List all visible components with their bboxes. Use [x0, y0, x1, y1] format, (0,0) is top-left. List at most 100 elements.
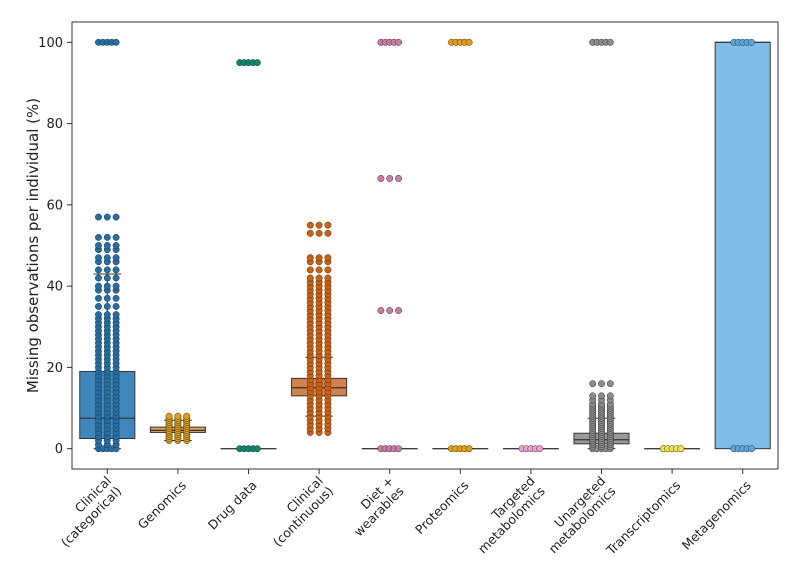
data-point — [253, 445, 261, 453]
plot-frame — [71, 21, 779, 470]
data-point — [315, 266, 323, 274]
data-point — [95, 303, 102, 310]
y-axis: 0 20 40 60 80 100 — [38, 36, 72, 457]
y-tick-label: 20 — [46, 361, 63, 376]
data-point — [324, 229, 332, 237]
data-point — [95, 274, 102, 282]
x-tick-label: Diet +wearables — [341, 473, 407, 539]
data-point — [103, 266, 111, 274]
data-point — [606, 380, 614, 388]
data-point — [589, 380, 597, 388]
data-point — [377, 175, 385, 182]
data-point — [306, 274, 314, 282]
data-point — [112, 233, 120, 241]
data-point — [103, 274, 111, 282]
data-point — [112, 311, 120, 319]
data-point — [315, 254, 323, 262]
data-point — [183, 412, 191, 420]
x-tick-label: Drug data — [205, 478, 260, 533]
x-tick-label: Clinical(categorical) — [48, 473, 125, 550]
data-point — [377, 307, 385, 314]
data-point — [324, 254, 332, 262]
data-point — [465, 38, 473, 46]
data-point — [103, 242, 111, 249]
x-tick-label-line: Genomics — [135, 478, 189, 532]
x-axis: Clinical(categorical) Genomics Drug data Cl… — [48, 469, 754, 559]
x-tick-label-line: Proteomics — [412, 478, 471, 537]
data-point — [112, 242, 120, 249]
data-point — [598, 392, 605, 400]
data-point — [677, 445, 685, 453]
data-point — [112, 266, 120, 274]
data-point — [112, 294, 120, 302]
data-point — [95, 233, 102, 241]
data-point — [315, 229, 323, 237]
y-axis-title: Missing observations per individual (%) — [24, 98, 42, 393]
data-point — [112, 282, 120, 290]
data-point — [465, 445, 473, 453]
y-tick-label: 100 — [38, 36, 63, 51]
data-point — [606, 38, 614, 46]
x-tick-label: Transcriptomics — [603, 478, 684, 559]
data-point — [748, 38, 755, 46]
data-point — [324, 266, 332, 274]
y-tick-label: 40 — [46, 280, 63, 295]
data-point — [95, 266, 102, 274]
data-point — [386, 307, 394, 314]
data-point — [306, 254, 314, 262]
data-point — [174, 412, 182, 420]
data-point — [386, 175, 394, 182]
data-point — [324, 221, 332, 229]
data-point — [748, 445, 755, 453]
data-point — [95, 294, 102, 302]
category-group — [502, 445, 559, 453]
data-point — [306, 221, 314, 229]
data-point — [598, 380, 605, 388]
data-point — [95, 242, 102, 249]
data-point — [315, 221, 323, 229]
x-tick-label: Targetedmetabolomics — [465, 473, 548, 556]
data-point — [395, 175, 402, 182]
category-group — [573, 38, 630, 453]
y-tick-label: 0 — [55, 442, 63, 457]
data-point — [306, 266, 314, 274]
data-point — [103, 254, 111, 262]
data-point — [306, 229, 314, 237]
category-group — [149, 412, 206, 445]
data-point — [103, 294, 111, 302]
x-tick-label: Proteomics — [412, 478, 471, 537]
data-point — [103, 311, 111, 319]
data-point — [103, 213, 111, 221]
y-tick-label: 80 — [46, 117, 63, 132]
x-tick-label-line: Metagenomics — [679, 478, 754, 553]
category-group — [291, 221, 348, 436]
data-point — [103, 282, 111, 290]
data-point — [165, 412, 173, 420]
data-point — [95, 254, 102, 262]
data-point — [315, 274, 323, 282]
category-group — [79, 38, 136, 453]
x-tick-label-line: Drug data — [205, 478, 260, 533]
data-point — [606, 392, 614, 400]
category-group — [220, 59, 277, 453]
data-point — [395, 307, 402, 314]
box — [714, 41, 771, 450]
data-point — [589, 392, 597, 400]
x-tick-label: Metagenomics — [679, 478, 754, 553]
category-group — [644, 445, 701, 453]
data-point — [253, 59, 261, 67]
data-point — [95, 311, 102, 319]
x-tick-label-line: Transcriptomics — [603, 478, 684, 559]
data-point — [395, 38, 402, 46]
data-point — [536, 445, 544, 453]
data-point — [95, 213, 102, 221]
data-point — [103, 233, 111, 241]
data-point — [103, 303, 111, 310]
data-point — [95, 282, 102, 290]
data-point — [324, 274, 332, 282]
x-tick-label: Clinical(continuous) — [260, 473, 336, 549]
data-point — [112, 274, 120, 282]
y-tick-label: 60 — [46, 198, 63, 213]
x-tick-label: Genomics — [135, 478, 189, 532]
